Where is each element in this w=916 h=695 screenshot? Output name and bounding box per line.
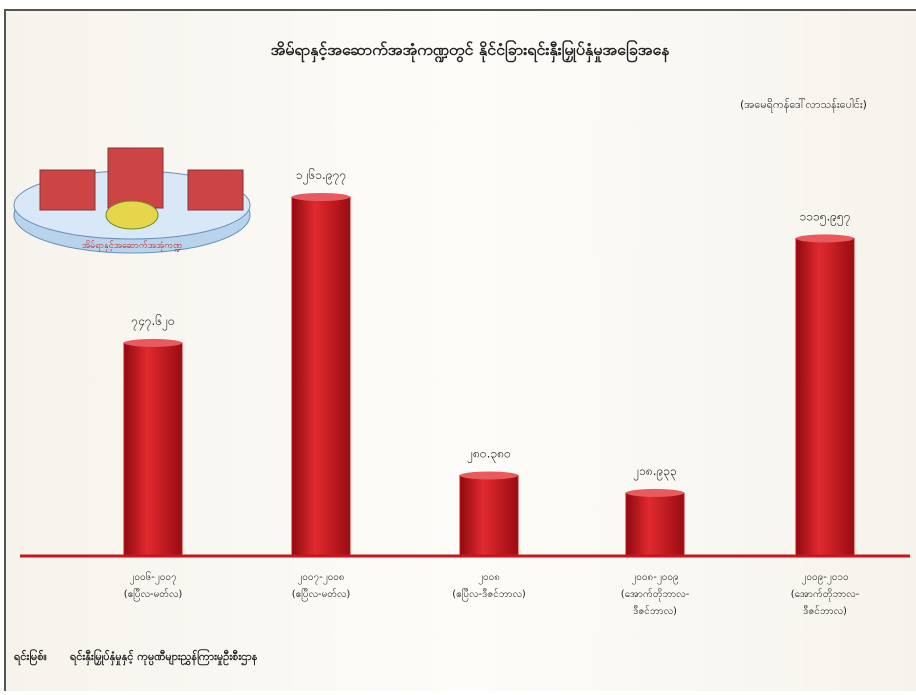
bar-cap bbox=[292, 193, 350, 201]
value-label: ၂၁၈.၉၃၃ bbox=[633, 464, 677, 481]
x-tick-label: ၂၀၀၇-၂၀၀၈ bbox=[297, 572, 344, 585]
bar bbox=[459, 474, 519, 556]
bar bbox=[625, 492, 685, 556]
bar bbox=[795, 237, 855, 556]
subtitle: (အမေရိကန်ဒေါ်လာသန်းပေါင်း) bbox=[740, 98, 867, 113]
bar-cap bbox=[460, 471, 518, 480]
x-tick-label: ဒီဇင်ဘာလ) bbox=[633, 604, 677, 617]
value-label: ၁၁၁၅.၉၅၇ bbox=[799, 209, 850, 226]
x-tick-label: ၂၀၀၈-၂၀၀၉ bbox=[631, 572, 678, 585]
bar-cap bbox=[796, 234, 854, 243]
bar bbox=[123, 342, 183, 556]
value-label: ၂၈၀.၃၈၀ bbox=[467, 446, 511, 463]
x-tick-label: (အောက်တိုဘာလ- bbox=[621, 587, 690, 602]
x-tick-label: ၂၀၀၈ bbox=[478, 572, 500, 585]
x-tick-label: (ဧပြီလ-ဒီဇင်ဘာလ) bbox=[452, 586, 526, 602]
x-tick-label: (ဧပြီလ-မတ်လ) bbox=[124, 586, 183, 602]
value-label: ၇၄၇.၆၂၀ bbox=[131, 313, 174, 331]
x-tick-label: (အောက်တိုဘာလ- bbox=[791, 587, 860, 602]
x-tick-label: (ဧပြီလ-မတ်လ) bbox=[292, 586, 351, 602]
bar bbox=[291, 196, 351, 556]
source: ရင်းနှီးမြှုပ်နှံမှုနှင့် ကုမ္ပဏီများညွှ… bbox=[70, 648, 257, 666]
bar-cap bbox=[124, 338, 182, 347]
bar-cap bbox=[626, 488, 684, 497]
x-tick-label: ၂၀၀၆-၂၀၀၇ bbox=[129, 570, 176, 585]
x-tick-label: ဒီဇင်ဘာလ) bbox=[803, 604, 847, 617]
icon-label: အိမ်ရာနှင့်အဆောက်အအုံကဏ္ဍ bbox=[82, 240, 182, 252]
icon: အိမ်ရာနှင့်အဆောက်အအုံကဏ္ဍ bbox=[13, 147, 251, 254]
source-label: ရင်းမြစ်။ bbox=[14, 648, 47, 666]
value-label: ၁၂၆၁.၉၇၇ bbox=[296, 167, 346, 185]
x-tick-label: ၂၀၀၉-၂၀၁၀ bbox=[801, 572, 848, 585]
